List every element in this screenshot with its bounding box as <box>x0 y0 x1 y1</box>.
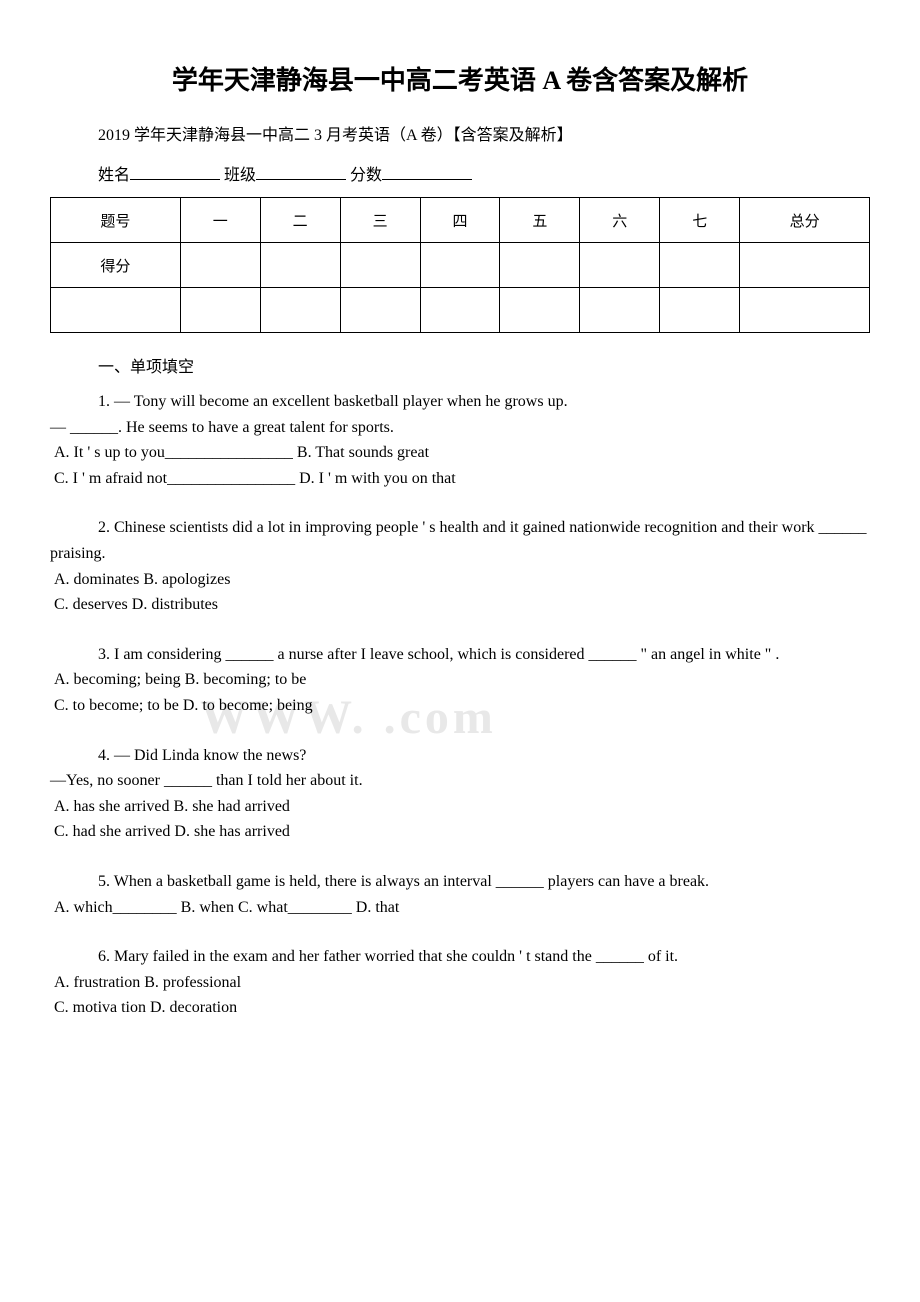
table-cell <box>180 288 260 333</box>
table-row: 题号 一 二 三 四 五 六 七 总分 <box>51 198 870 243</box>
table-cell <box>500 243 580 288</box>
q5-optC: C. what________ <box>238 899 352 916</box>
q6-optA: A. frustration <box>54 974 140 991</box>
question-2: 2. Chinese scientists did a lot in impro… <box>50 515 870 617</box>
q3-optA: A. becoming; being <box>54 671 181 688</box>
table-cell: 得分 <box>51 243 181 288</box>
q5-line1: When a basketball game is held, there is… <box>114 873 709 890</box>
q4-line2: —Yes, no sooner ______ than I told her a… <box>50 768 870 794</box>
q4-num: 4. <box>98 747 110 764</box>
table-cell: 七 <box>660 198 740 243</box>
question-5: 5. When a basketball game is held, there… <box>50 869 870 920</box>
table-cell <box>580 243 660 288</box>
name-line: 姓名 班级 分数 <box>98 161 870 185</box>
q1-optB: B. That sounds great <box>297 444 429 461</box>
q5-optB: B. when <box>181 899 234 916</box>
table-cell: 五 <box>500 198 580 243</box>
table-cell: 二 <box>260 198 340 243</box>
q2-line1: Chinese scientists did a lot in improvin… <box>50 519 867 562</box>
q4-optC: C. had she arrived <box>54 823 170 840</box>
name-label: 姓名 <box>98 167 130 184</box>
q2-optC: C. deserves <box>54 596 128 613</box>
q6-line1: Mary failed in the exam and her father w… <box>114 948 678 965</box>
q1-num: 1. <box>98 393 110 410</box>
q3-num: 3. <box>98 646 110 663</box>
table-cell: 一 <box>180 198 260 243</box>
table-cell <box>420 243 500 288</box>
q1-optC: C. I ' m afraid not________________ <box>54 470 295 487</box>
q3-optB: B. becoming; to be <box>185 671 307 688</box>
question-6: 6. Mary failed in the exam and her fathe… <box>50 944 870 1021</box>
class-label: 班级 <box>224 167 256 184</box>
table-cell <box>660 243 740 288</box>
q1-optD: D. I ' m with you on that <box>299 470 456 487</box>
q1-optA: A. It ' s up to you________________ <box>54 444 293 461</box>
q5-optD: D. that <box>356 899 400 916</box>
table-cell <box>260 288 340 333</box>
table-cell <box>340 288 420 333</box>
subtitle: 2019 学年天津静海县一中高二 3 月考英语（A 卷）【含答案及解析】 <box>98 121 870 145</box>
table-cell <box>740 243 870 288</box>
class-blank <box>256 163 346 180</box>
table-cell <box>580 288 660 333</box>
q4-optD: D. she has arrived <box>174 823 290 840</box>
q3-optD: D. to become; being <box>183 697 313 714</box>
question-1: 1. — Tony will become an excellent baske… <box>50 389 870 491</box>
q2-optB: B. apologizes <box>143 571 230 588</box>
q4-optB: B. she had arrived <box>174 798 290 815</box>
q4-optA: A. has she arrived <box>54 798 170 815</box>
q6-num: 6. <box>98 948 110 965</box>
q6-optB: B. professional <box>144 974 241 991</box>
table-cell: 六 <box>580 198 660 243</box>
table-cell <box>180 243 260 288</box>
table-cell <box>420 288 500 333</box>
q2-optD: D. distributes <box>132 596 218 613</box>
q4-line1: — Did Linda know the news? <box>114 747 306 764</box>
q2-num: 2. <box>98 519 110 536</box>
table-cell <box>740 288 870 333</box>
table-cell: 三 <box>340 198 420 243</box>
q1-line2: — ______. He seems to have a great talen… <box>50 415 870 441</box>
question-4: 4. — Did Linda know the news? —Yes, no s… <box>50 743 870 845</box>
question-3: 3. I am considering ______ a nurse after… <box>50 642 870 719</box>
table-cell <box>660 288 740 333</box>
page-title: 学年天津静海县一中高二考英语 A 卷含答案及解析 <box>50 60 870 97</box>
table-cell: 总分 <box>740 198 870 243</box>
q5-optA: A. which________ <box>54 899 177 916</box>
q6-optC: C. motiva tion <box>54 999 146 1016</box>
q6-optD: D. decoration <box>150 999 237 1016</box>
table-cell: 题号 <box>51 198 181 243</box>
table-cell <box>500 288 580 333</box>
q3-optC: C. to become; to be <box>54 697 179 714</box>
table-cell <box>340 243 420 288</box>
name-blank <box>130 163 220 180</box>
q5-num: 5. <box>98 873 110 890</box>
table-cell <box>51 288 181 333</box>
table-row: 得分 <box>51 243 870 288</box>
q2-optA: A. dominates <box>54 571 139 588</box>
q3-line1: I am considering ______ a nurse after I … <box>114 646 779 663</box>
score-blank <box>382 163 472 180</box>
score-label: 分数 <box>350 167 382 184</box>
q1-line1: — Tony will become an excellent basketba… <box>114 393 568 410</box>
section-title: 一、单项填空 <box>98 353 870 377</box>
table-cell: 四 <box>420 198 500 243</box>
table-cell <box>260 243 340 288</box>
score-table: 题号 一 二 三 四 五 六 七 总分 得分 <box>50 197 870 333</box>
table-row <box>51 288 870 333</box>
